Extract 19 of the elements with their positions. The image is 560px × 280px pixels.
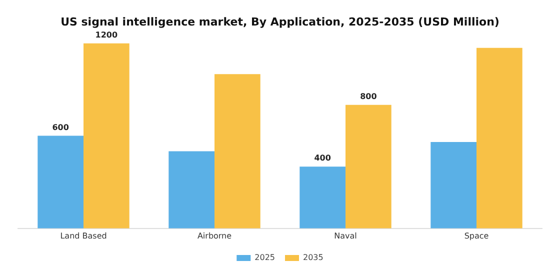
data-label: 400: [314, 154, 332, 163]
data-label: 600: [52, 122, 70, 132]
bar: [476, 48, 522, 228]
bar: [84, 43, 130, 228]
bar: [346, 104, 392, 228]
x-tick-label: Naval: [334, 231, 357, 240]
data-label: 1200: [95, 30, 118, 40]
bar: [38, 136, 84, 228]
bar: [300, 166, 346, 228]
x-tick-label: Airborne: [197, 231, 232, 240]
x-tick-label: Space: [464, 231, 489, 240]
bar: [430, 142, 476, 228]
legend-label: 2035: [303, 253, 324, 262]
bar: [214, 74, 260, 228]
data-label: 800: [360, 92, 378, 102]
legend-label: 2025: [254, 253, 275, 262]
bar: [168, 151, 214, 228]
x-tick-label: Land Based: [60, 231, 107, 240]
chart-title: US signal intelligence market, By Application, 2025-2035 (USD Million): [60, 15, 500, 28]
